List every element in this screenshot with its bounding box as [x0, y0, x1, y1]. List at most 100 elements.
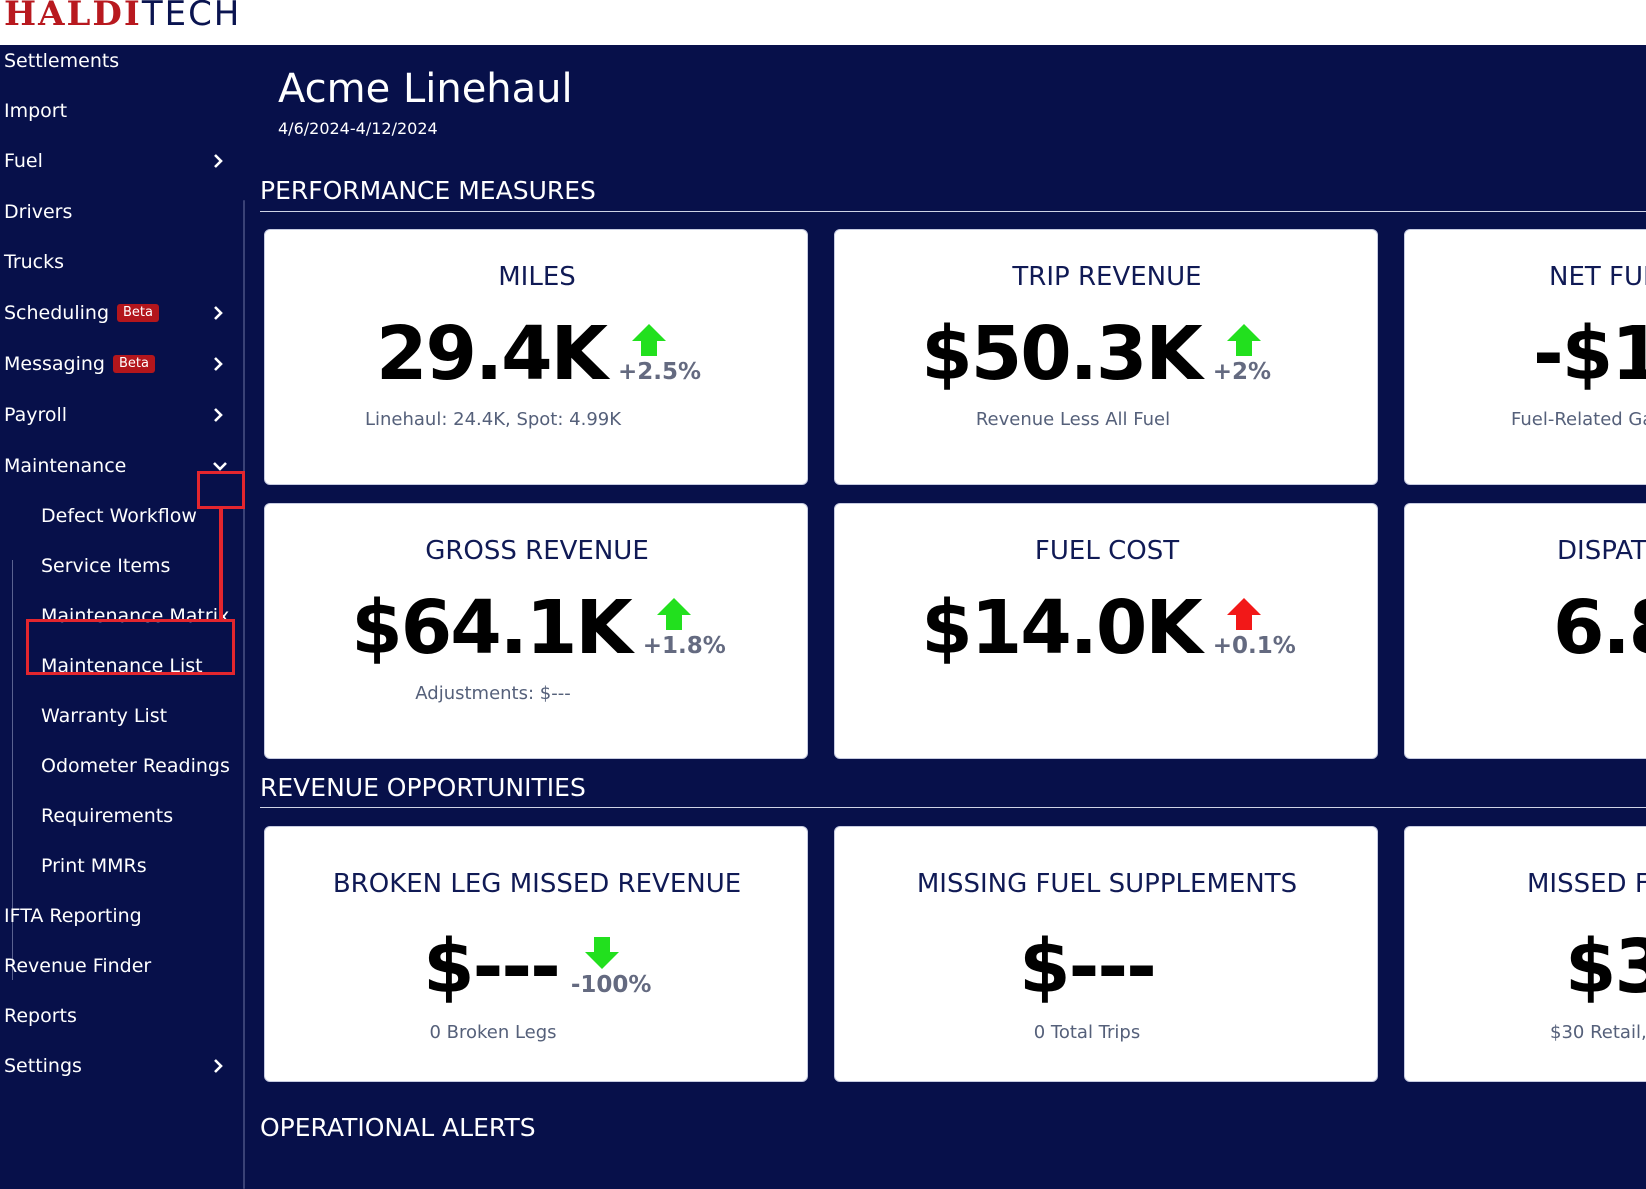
- sidebar-item-label: IFTA Reporting: [4, 905, 142, 927]
- sidebar-item-import[interactable]: Import: [4, 96, 67, 126]
- card-subtext: Fuel-Related Ga: [1511, 409, 1646, 430]
- card-title: FUEL COST: [1034, 536, 1180, 566]
- card-subtext: Revenue Less All Fuel: [975, 409, 1171, 430]
- card-title: MISSED F: [1527, 869, 1646, 899]
- arrow-up-icon: [1226, 598, 1261, 630]
- card-value: $---: [423, 924, 561, 1010]
- card-broken-leg-missed-revenue[interactable]: BROKEN LEG MISSED REVENUE $--- -100% 0 Br…: [264, 826, 808, 1082]
- card-subtext: 0 Total Trips: [1033, 1022, 1141, 1043]
- sidebar-subitem-service-items[interactable]: Service Items: [41, 551, 170, 581]
- sidebar-item-label: Service Items: [41, 555, 171, 577]
- sidebar-item-maintenance[interactable]: Maintenance: [4, 451, 126, 481]
- main-content: Acme Linehaul 4/6/2024-4/12/2024 PERFORM…: [250, 45, 1646, 1144]
- sidebar-subitem-defect-workflow[interactable]: Defect Workflow: [41, 501, 197, 531]
- card-value: $50.3K: [921, 311, 1202, 397]
- chevron-right-icon[interactable]: [207, 400, 233, 430]
- sidebar-scrollbar[interactable]: [243, 200, 245, 1189]
- trend-indicator: -100%: [571, 923, 651, 1013]
- sidebar-item-label: Maintenance List: [41, 655, 203, 677]
- trend-percent: +2%: [1212, 359, 1272, 385]
- sidebar-item-fuel[interactable]: Fuel: [4, 146, 43, 176]
- sidebar-item-messaging[interactable]: Messaging Beta: [4, 349, 155, 379]
- card-title: GROSS REVENUE: [425, 536, 649, 566]
- card-title: DISPAT: [1557, 536, 1646, 566]
- sidebar-item-reports[interactable]: Reports: [4, 1001, 77, 1031]
- card-title: MISSING FUEL SUPPLEMENTS: [916, 869, 1298, 899]
- sidebar-item-trucks[interactable]: Trucks: [4, 247, 64, 277]
- card-value: 29.4K: [376, 311, 608, 397]
- card-title: BROKEN LEG MISSED REVENUE: [332, 869, 742, 899]
- sidebar-item-label: Print MMRs: [41, 855, 147, 877]
- card-value: $14.0K: [921, 585, 1202, 671]
- card-net-fuel[interactable]: NET FUEL -$1 Fuel-Related Ga: [1404, 229, 1646, 485]
- card-title: NET FUEL: [1549, 262, 1646, 292]
- sidebar-item-label: Defect Workflow: [41, 505, 197, 527]
- chevron-down-icon[interactable]: [207, 451, 233, 481]
- sidebar-item-payroll[interactable]: Payroll: [4, 400, 67, 430]
- sidebar-subitem-warranty-list[interactable]: Warranty List: [41, 701, 167, 731]
- sidebar-item-label: Fuel: [4, 150, 43, 172]
- sidebar-item-label: Warranty List: [41, 705, 168, 727]
- card-subtext: Adjustments: $---: [415, 683, 571, 704]
- trend-percent: +1.8%: [642, 633, 726, 659]
- sidebar-item-label: Settlements: [4, 50, 120, 72]
- highlight-connector-line: [219, 509, 223, 620]
- top-bar: HALDITECH: [0, 0, 1646, 45]
- sidebar-subitem-maintenance-list[interactable]: Maintenance List: [41, 651, 203, 681]
- trend-percent: +2.5%: [617, 359, 702, 385]
- sidebar-item-label: Trucks: [4, 251, 65, 273]
- sidebar-item-label: Payroll: [4, 404, 68, 426]
- sidebar-item-settings[interactable]: Settings: [4, 1051, 82, 1081]
- trend-percent: +0.1%: [1212, 633, 1296, 659]
- card-gross-revenue[interactable]: GROSS REVENUE $64.1K +1.8% Adjustments: $…: [264, 503, 808, 759]
- card-missed[interactable]: MISSED F $3 $30 Retail,: [1404, 826, 1646, 1082]
- card-dispatch[interactable]: DISPAT 6.8: [1404, 503, 1646, 759]
- card-subtext: Linehaul: 24.4K, Spot: 4.99K: [364, 409, 622, 430]
- arrow-up-icon: [1226, 324, 1261, 356]
- card-trip-revenue[interactable]: TRIP REVENUE $50.3K +2% Revenue Less All …: [834, 229, 1378, 485]
- haldi-tech-logo[interactable]: HALDITECH: [4, 0, 241, 32]
- card-value: -$1: [1533, 311, 1646, 397]
- arrow-down-icon: [584, 937, 619, 969]
- company-name: Acme Linehaul: [278, 66, 573, 112]
- trend-indicator: +2.5%: [617, 310, 702, 400]
- chevron-right-icon[interactable]: [207, 298, 233, 328]
- sidebar-item-scheduling[interactable]: Scheduling Beta: [4, 298, 159, 328]
- chevron-right-icon[interactable]: [207, 1051, 233, 1081]
- card-fuel-cost[interactable]: FUEL COST $14.0K +0.1%: [834, 503, 1378, 759]
- chevron-right-icon[interactable]: [207, 349, 233, 379]
- beta-badge: Beta: [117, 304, 159, 322]
- sidebar-item-label: Drivers: [4, 201, 73, 223]
- chevron-right-icon[interactable]: [207, 146, 233, 176]
- section-divider: [260, 211, 1646, 212]
- trend-indicator: +2%: [1213, 310, 1293, 400]
- card-title: MILES: [498, 262, 576, 292]
- sidebar-subitem-odometer-readings[interactable]: Odometer Readings: [41, 751, 230, 781]
- card-value: 6.8: [1553, 585, 1646, 671]
- sidebar-item-label: Odometer Readings: [41, 755, 230, 777]
- highlight-maintenance-matrix: [26, 619, 235, 675]
- card-value: $3: [1565, 924, 1646, 1010]
- sidebar-item-label: Settings: [4, 1055, 82, 1077]
- sidebar-subitem-print-mmrs[interactable]: Print MMRs: [41, 851, 147, 881]
- sidebar-item-label: Messaging: [4, 353, 105, 375]
- date-range[interactable]: 4/6/2024-4/12/2024: [278, 119, 438, 138]
- trend-percent: -100%: [570, 972, 652, 998]
- sidebar-item-settlements[interactable]: Settlements: [4, 46, 119, 76]
- card-title: TRIP REVENUE: [1012, 262, 1202, 292]
- sidebar-item-label: Import: [4, 100, 68, 122]
- sidebar-item-label: Maintenance: [4, 455, 127, 477]
- beta-badge: Beta: [112, 355, 155, 373]
- card-missing-fuel-supplements[interactable]: MISSING FUEL SUPPLEMENTS $--- 0 Total Tr…: [834, 826, 1378, 1082]
- logo-tech-text: TECH: [141, 0, 242, 34]
- highlight-maintenance-toggle: [197, 471, 245, 509]
- sidebar-item-drivers[interactable]: Drivers: [4, 197, 72, 227]
- sidebar-subitem-requirements[interactable]: Requirements: [41, 801, 173, 831]
- card-subtext: 0 Broken Legs: [429, 1022, 557, 1043]
- sidebar-item-revenue-finder[interactable]: Revenue Finder: [4, 951, 151, 981]
- sidebar-item-label: Scheduling: [4, 302, 110, 324]
- submenu-guide-line: [12, 560, 13, 980]
- sidebar-item-ifta-reporting[interactable]: IFTA Reporting: [4, 901, 142, 931]
- section-revenue-opportunities: REVENUE OPPORTUNITIES: [260, 773, 586, 802]
- card-miles[interactable]: MILES 29.4K +2.5% Linehaul: 24.4K, Spot: …: [264, 229, 808, 485]
